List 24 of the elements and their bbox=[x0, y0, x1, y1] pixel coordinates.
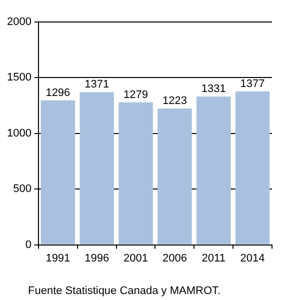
y-tick-label: 500 bbox=[13, 183, 32, 196]
y-tick-label: 2000 bbox=[6, 16, 32, 28]
bar bbox=[196, 96, 231, 244]
data-label: 1377 bbox=[240, 78, 265, 90]
x-tick-label: 2006 bbox=[162, 252, 187, 264]
y-tick-label: 0 bbox=[25, 238, 32, 251]
bar bbox=[235, 91, 270, 244]
x-tick-label: 2014 bbox=[240, 252, 265, 264]
x-tick-label: 1991 bbox=[46, 252, 70, 264]
data-label: 1223 bbox=[162, 95, 187, 108]
bar bbox=[118, 102, 153, 244]
bar bbox=[80, 92, 114, 244]
bar bbox=[158, 108, 192, 244]
y-tick-label: 1000 bbox=[6, 127, 32, 140]
data-label: 1371 bbox=[84, 78, 110, 91]
data-label: 1331 bbox=[201, 83, 226, 96]
y-tick-label: 1500 bbox=[6, 72, 32, 84]
bar bbox=[40, 100, 76, 244]
source-note: Fuente Statistique Canada y MAMROT. bbox=[28, 285, 221, 297]
data-label: 1296 bbox=[46, 86, 70, 99]
x-tick-label: 2011 bbox=[202, 252, 226, 264]
data-label: 1279 bbox=[124, 88, 148, 101]
x-tick-label: 1996 bbox=[84, 252, 110, 264]
x-tick-label: 2001 bbox=[124, 252, 148, 264]
